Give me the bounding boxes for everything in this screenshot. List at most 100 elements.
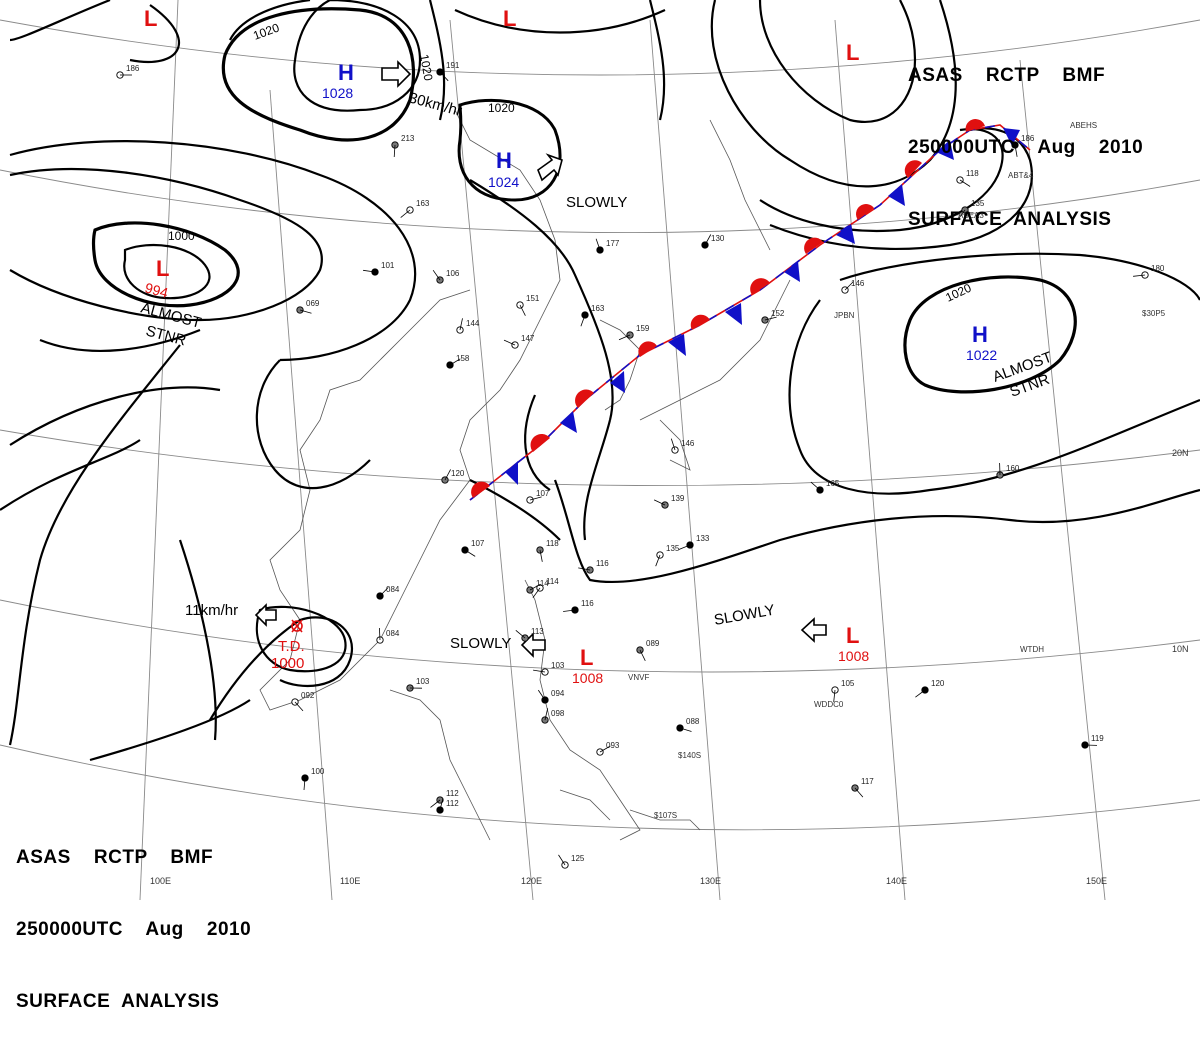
station-pressure: 119: [1091, 734, 1104, 743]
station-pressure: 103: [551, 661, 565, 670]
station-pressure: 135: [666, 544, 680, 553]
station-pressure: 144: [466, 319, 480, 328]
station-pressure: 177: [606, 239, 620, 248]
station-pressure: 163: [591, 304, 605, 313]
station-pressure: 186: [126, 64, 140, 73]
station-pressure: 120: [451, 469, 465, 478]
td-pressure: 1000: [271, 655, 304, 672]
high-letter: H: [338, 60, 354, 85]
arrow-h1028: [382, 62, 410, 86]
header-line2: 250000UTC Aug 2010: [16, 918, 251, 942]
station-pressure: 120: [931, 679, 945, 688]
station-pressure: 093: [606, 741, 620, 750]
wind-barb: [433, 270, 440, 280]
station-pressure: 125: [571, 854, 585, 863]
station-pressure: 084: [386, 585, 400, 594]
header-line3: SURFACE ANALYSIS: [16, 990, 251, 1014]
station-pressure: 105: [841, 679, 855, 688]
station-pressure: 147: [521, 334, 535, 343]
station-pressure: 098: [551, 709, 565, 718]
station-pressure: 159: [636, 324, 650, 333]
isobar-label: 1020: [943, 281, 973, 305]
lat-label: 10N: [1172, 644, 1189, 654]
station-pressure: 094: [551, 689, 565, 698]
station-pressure: 112: [446, 799, 459, 808]
station-pressure: 165: [826, 479, 840, 488]
low-letter: L: [156, 256, 169, 281]
station-pressure: 133: [696, 534, 710, 543]
station-pressure: 089: [646, 639, 660, 648]
station-id: WTDH: [1020, 645, 1044, 654]
isobar-label: 1000: [168, 229, 195, 243]
high-letter: H: [972, 322, 988, 347]
station-pressure: 112: [446, 789, 459, 798]
arrow-h1024: [538, 155, 562, 180]
tropical-depression-symbol: [292, 620, 302, 632]
station-pressure: 100: [311, 767, 325, 776]
motion-label-l1008b: SLOWLY: [713, 602, 776, 629]
station-pressure: 116: [596, 559, 609, 568]
station-pressure: 103: [416, 677, 430, 686]
station-pressure: 158: [456, 354, 470, 363]
station-pressure: 092: [301, 691, 315, 700]
station-id: JPBN: [834, 311, 855, 320]
meridian-110e: [270, 90, 332, 900]
motion-label-td: 11km/hr: [185, 602, 238, 619]
station-pressure: 118: [546, 539, 559, 548]
meridian-130e: [650, 20, 720, 900]
station-pressure: 213: [401, 134, 415, 143]
chart-header-top-right: ASAS RCTP BMF 250000UTC Aug 2010 SURFACE…: [908, 16, 1143, 256]
lon-label: 150E: [1086, 876, 1107, 886]
wind-barb: [516, 630, 525, 638]
station-id: $30P5: [1142, 309, 1166, 318]
low-pressure: 1008: [572, 670, 603, 686]
station-id: VNVF: [628, 673, 649, 682]
station-pressure: 117: [861, 777, 874, 786]
chart-header-bottom-left: ASAS RCTP BMF 250000UTC Aug 2010 SURFACE…: [16, 798, 251, 1038]
header-line3: SURFACE ANALYSIS: [908, 208, 1143, 232]
meridian-140e: [835, 20, 905, 900]
low-letter: L: [846, 623, 859, 648]
high-pressure: 1022: [966, 347, 997, 363]
low-pressure: 1008: [838, 648, 869, 664]
station-pressure: 106: [446, 269, 460, 278]
high-letter: H: [496, 148, 512, 173]
station-pressure: 160: [1006, 464, 1020, 473]
low-letter: L: [503, 6, 516, 31]
motion-label-h1024: SLOWLY: [566, 194, 627, 211]
lon-label: 110E: [340, 876, 360, 886]
wind-barb: [855, 788, 863, 797]
high-pressure: 1028: [322, 85, 353, 101]
station-pressure: 107: [471, 539, 485, 548]
parallel-10n: [0, 600, 1200, 672]
station-pressure: 163: [416, 199, 430, 208]
wind-barb: [295, 702, 303, 711]
wind-barb: [431, 800, 441, 807]
station-pressure: 084: [386, 629, 400, 638]
isobar-label: 1020: [417, 53, 435, 82]
station-pressure: 069: [306, 299, 320, 308]
motion-label-h1028: 30km/hr: [407, 89, 464, 119]
station-pressure: 107: [536, 489, 550, 498]
station-pressure: 114: [536, 579, 549, 588]
meridian-100e: [140, 0, 178, 900]
header-line1: ASAS RCTP BMF: [16, 846, 251, 870]
parallel-20n: [0, 430, 1200, 486]
lon-label: 130E: [700, 876, 721, 886]
low-letter: L: [846, 40, 859, 65]
wind-barb: [401, 210, 410, 218]
station-id: WDDC0: [814, 700, 844, 709]
station-pressure: 139: [671, 494, 685, 503]
td-label: T.D.: [278, 638, 305, 655]
station-pressure: 113: [531, 627, 544, 636]
wind-barb: [915, 690, 925, 697]
station-pressure: 191: [446, 61, 460, 70]
station-id: $107S: [654, 811, 677, 820]
header-line1: ASAS RCTP BMF: [908, 64, 1143, 88]
high-pressure: 1024: [488, 174, 519, 190]
wind-barb: [533, 588, 540, 598]
arrow-l1008b: [802, 619, 826, 641]
station-pressure: 130: [711, 234, 725, 243]
isobar-label: 1020: [488, 101, 515, 115]
motion-label-l1008a: SLOWLY: [450, 635, 511, 652]
